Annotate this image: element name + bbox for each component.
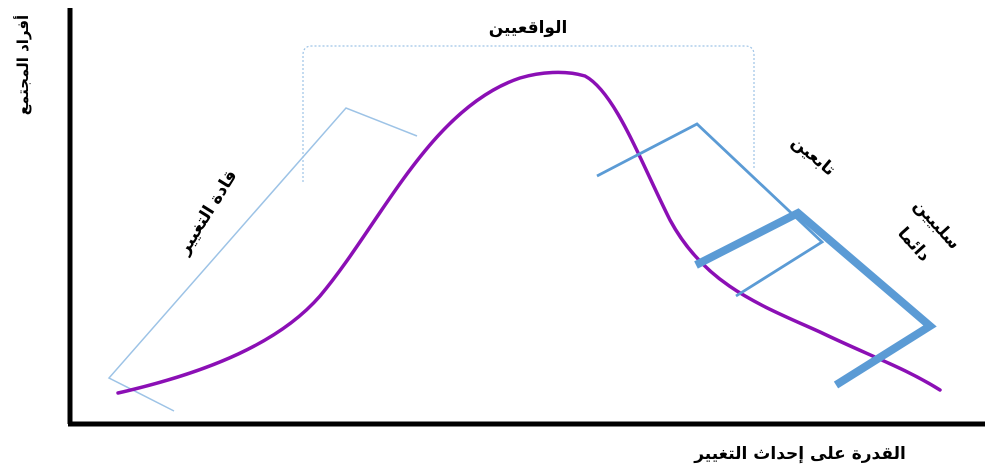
change-leaders-bracket	[107, 107, 418, 412]
always-negative-bracket	[694, 208, 937, 389]
x-axis-label: القدرة على إحداث التغيير	[693, 444, 906, 464]
followers-bracket	[596, 122, 825, 298]
distribution-curve	[116, 70, 942, 395]
realists-bracket	[302, 45, 755, 182]
followers-label: تابعين	[787, 132, 839, 180]
change-leaders-label: قادة التغيير	[173, 167, 241, 259]
realists-label: الواقعيين	[489, 18, 568, 38]
y-axis-label: أفراد المجتمع	[13, 15, 32, 115]
